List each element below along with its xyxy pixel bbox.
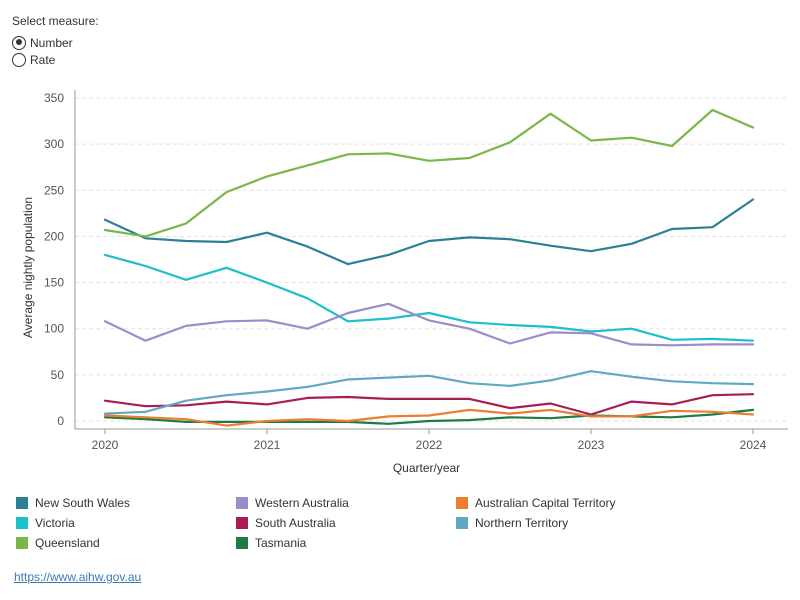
- series-line-northern-territory: [103, 370, 755, 415]
- legend-label: Tasmania: [255, 536, 307, 550]
- series-line-australian-capital-territory: [103, 408, 755, 427]
- legend-label: South Australia: [255, 516, 336, 530]
- y-tick-label: 0: [57, 414, 64, 428]
- legend-swatch: [236, 517, 248, 529]
- x-axis-label: Quarter/year: [393, 461, 460, 475]
- x-tick-label: 2023: [578, 438, 605, 452]
- measure-selector-title: Select measure:: [12, 14, 99, 28]
- legend-swatch: [236, 497, 248, 509]
- series-line-south-australia: [103, 393, 755, 416]
- legend-label: Western Australia: [255, 496, 349, 510]
- legend-swatch: [236, 537, 248, 549]
- line-chart: 0 50 100 150 200 250 300 350 2020 2021 2022 2023 202…: [21, 90, 788, 475]
- series-line-tasmania: [103, 408, 755, 425]
- radio-option-rate[interactable]: Rate: [12, 51, 99, 68]
- legend-item-tasmania: Tasmania: [236, 536, 306, 550]
- legend-item-new-south-wales: New South Wales: [16, 496, 130, 510]
- series-line-new-south-wales: [103, 198, 755, 266]
- y-tick-label: 250: [44, 183, 64, 197]
- y-tick-label: 300: [44, 137, 64, 151]
- y-tick-label: 200: [44, 229, 64, 243]
- radio-label-rate: Rate: [30, 52, 56, 67]
- y-tick-label: 100: [44, 322, 64, 336]
- series-line-western-australia: [103, 302, 755, 347]
- x-tick-label: 2022: [416, 438, 443, 452]
- legend-item-south-australia: South Australia: [236, 516, 336, 530]
- y-tick-label: 50: [51, 368, 65, 382]
- legend-swatch: [456, 517, 468, 529]
- radio-label-number: Number: [30, 35, 73, 50]
- source-link[interactable]: https://www.aihw.gov.au: [14, 570, 142, 584]
- x-tick-label: 2024: [740, 438, 767, 452]
- radio-option-number[interactable]: Number: [12, 34, 99, 51]
- legend-label: New South Wales: [35, 496, 130, 510]
- legend-label: Victoria: [35, 516, 75, 530]
- legend-label: Queensland: [35, 536, 100, 550]
- x-tick-label: 2021: [254, 438, 281, 452]
- x-tick-label: 2020: [92, 438, 119, 452]
- radio-button-rate[interactable]: [12, 52, 26, 67]
- chart-legend: New South Wales Victoria Queensland Western…: [16, 496, 796, 558]
- legend-label: Northern Territory: [475, 516, 569, 530]
- legend-item-northern-territory: Northern Territory: [456, 516, 568, 530]
- legend-item-australian-capital-territory: Australian Capital Territory: [456, 496, 616, 510]
- series-line-victoria: [103, 253, 755, 342]
- legend-swatch: [16, 537, 28, 549]
- legend-item-victoria: Victoria: [16, 516, 75, 530]
- measure-selector: Select measure: Number Rate: [12, 14, 99, 68]
- series-line-queensland: [103, 108, 755, 238]
- legend-item-queensland: Queensland: [16, 536, 100, 550]
- legend-item-western-australia: Western Australia: [236, 496, 349, 510]
- legend-label: Australian Capital Territory: [475, 496, 616, 510]
- legend-swatch: [16, 497, 28, 509]
- legend-swatch: [456, 497, 468, 509]
- y-axis-label: Average nightly population: [21, 197, 35, 338]
- y-tick-label: 350: [44, 91, 64, 105]
- legend-swatch: [16, 517, 28, 529]
- radio-button-number[interactable]: [12, 35, 26, 50]
- y-tick-label: 150: [44, 276, 64, 290]
